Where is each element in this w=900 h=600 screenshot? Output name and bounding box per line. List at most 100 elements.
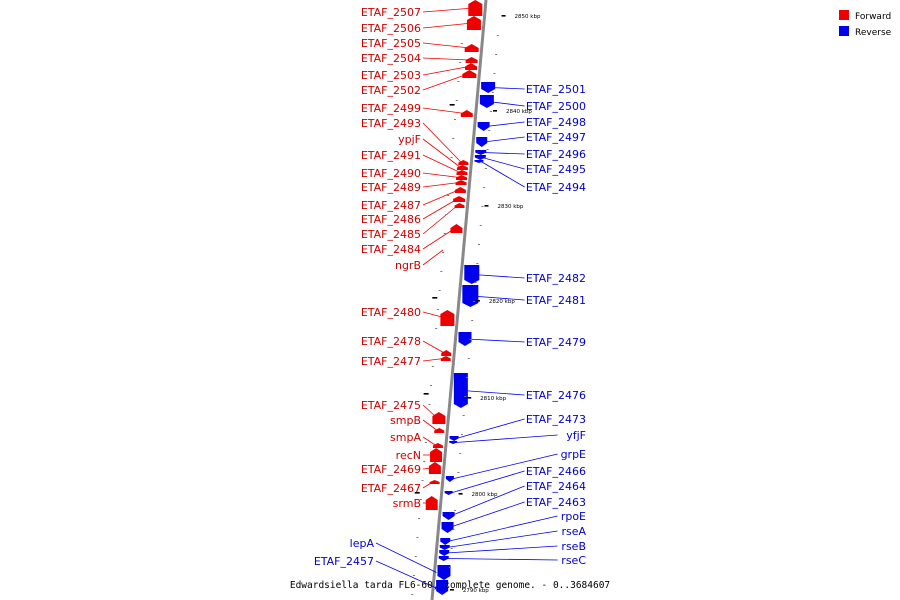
forward-gene-label[interactable]: ETAF_2477 — [361, 355, 421, 368]
forward-gene-label[interactable]: srmB — [393, 497, 421, 510]
forward-gene-label[interactable]: ETAF_2491 — [361, 149, 421, 162]
reverse-gene-feature[interactable] — [458, 332, 472, 346]
forward-gene-label[interactable]: ETAF_2475 — [361, 399, 421, 412]
reverse-gene-label[interactable]: ETAF_2473 — [526, 413, 586, 426]
forward-gene-label[interactable]: ETAF_2503 — [361, 69, 421, 82]
forward-gene-label[interactable]: ETAF_2499 — [361, 102, 421, 115]
reverse-gene-label[interactable]: ETAF_2464 — [526, 480, 586, 493]
forward-gene-label[interactable]: ypjF — [398, 133, 421, 146]
reverse-gene-label[interactable]: ETAF_2481 — [526, 294, 586, 307]
reverse-gene-label[interactable]: ETAF_2466 — [526, 465, 586, 478]
reverse-gene-label[interactable]: ETAF_2482 — [526, 272, 586, 285]
reverse-gene-label[interactable]: ETAF_2498 — [526, 116, 586, 129]
reverse-gene-feature[interactable] — [475, 150, 487, 155]
reverse-gene-feature[interactable] — [439, 550, 450, 556]
forward-gene-feature[interactable] — [440, 310, 455, 326]
forward-gene-label[interactable]: smpA — [390, 431, 421, 444]
forward-gene-feature[interactable] — [425, 496, 438, 510]
reverse-gene-label[interactable]: ETAF_2457 — [314, 555, 374, 568]
forward-gene-feature[interactable] — [468, 0, 483, 16]
forward-gene-feature[interactable] — [430, 448, 443, 462]
forward-gene-label[interactable]: ETAF_2480 — [361, 306, 421, 319]
reverse-gene-label[interactable]: rpoE — [561, 510, 586, 523]
reverse-gene-label[interactable]: rseB — [561, 540, 586, 553]
forward-gene-feature[interactable] — [432, 412, 446, 424]
forward-gene-feature[interactable] — [450, 224, 463, 233]
reverse-gene-feature[interactable] — [462, 285, 479, 307]
forward-gene-label[interactable]: ETAF_2490 — [361, 167, 421, 180]
reverse-gene-feature[interactable] — [453, 373, 468, 408]
reverse-gene-feature[interactable] — [444, 491, 453, 495]
reverse-gene-feature[interactable] — [481, 82, 496, 93]
reverse-gene-feature[interactable] — [436, 580, 449, 595]
reverse-gene-feature[interactable] — [440, 538, 451, 545]
reverse-gene-feature[interactable] — [474, 155, 486, 160]
forward-gene-feature[interactable] — [456, 170, 468, 175]
forward-gene-feature[interactable] — [458, 160, 469, 165]
forward-gene-feature[interactable] — [432, 443, 443, 448]
forward-gene-label[interactable]: ETAF_2505 — [361, 37, 421, 50]
reverse-gene-label[interactable]: ETAF_2463 — [526, 496, 586, 509]
reverse-gene-label[interactable]: grpE — [561, 448, 586, 461]
reverse-gene-feature[interactable] — [474, 160, 484, 163]
reverse-gene-feature[interactable] — [476, 137, 488, 147]
reverse-gene-feature[interactable] — [479, 95, 494, 108]
forward-gene-label[interactable]: ETAF_2469 — [361, 463, 421, 476]
reverse-gene-feature[interactable] — [445, 476, 454, 482]
forward-gene-label[interactable]: ETAF_2506 — [361, 22, 421, 35]
reverse-gene-label[interactable]: ETAF_2494 — [526, 181, 586, 194]
forward-gene-label[interactable]: ETAF_2507 — [361, 6, 421, 19]
forward-gene-feature[interactable] — [460, 110, 473, 117]
forward-gene-feature[interactable] — [440, 356, 451, 361]
reverse-gene-label[interactable]: rseA — [561, 525, 586, 538]
reverse-gene-label[interactable]: ETAF_2500 — [526, 100, 586, 113]
forward-gene-feature[interactable] — [462, 70, 477, 78]
reverse-gene-label[interactable]: ETAF_2497 — [526, 131, 586, 144]
forward-gene-feature[interactable] — [429, 480, 440, 484]
forward-gene-label[interactable]: ETAF_2489 — [361, 181, 421, 194]
forward-gene-label[interactable]: ETAF_2484 — [361, 243, 421, 256]
reverse-gene-label[interactable]: lepA — [350, 537, 375, 550]
reverse-gene-label[interactable]: ETAF_2501 — [526, 83, 586, 96]
reverse-gene-feature[interactable] — [442, 512, 455, 520]
reverse-gene-feature[interactable] — [477, 122, 490, 131]
reverse-gene-label[interactable]: ETAF_2476 — [526, 389, 586, 402]
forward-gene-feature[interactable] — [453, 196, 466, 202]
forward-gene-label[interactable]: ETAF_2502 — [361, 84, 421, 97]
reverse-gene-label[interactable]: ETAF_2495 — [526, 163, 586, 176]
minor-tick — [462, 415, 465, 416]
forward-gene-feature[interactable] — [441, 350, 452, 356]
forward-gene-feature[interactable] — [455, 180, 467, 185]
forward-gene-feature[interactable] — [464, 44, 479, 52]
forward-gene-feature[interactable] — [454, 203, 465, 208]
forward-gene-feature[interactable] — [456, 175, 468, 180]
forward-gene-feature[interactable] — [434, 428, 445, 433]
reverse-gene-label[interactable]: ETAF_2496 — [526, 148, 586, 161]
reverse-gene-feature[interactable] — [437, 565, 451, 580]
forward-gene-label[interactable]: ETAF_2486 — [361, 213, 421, 226]
reverse-gene-label[interactable]: rseC — [561, 554, 586, 567]
forward-gene-label[interactable]: ETAF_2487 — [361, 199, 421, 212]
reverse-gene-feature[interactable] — [441, 522, 454, 533]
reverse-gene-feature[interactable] — [438, 556, 449, 561]
forward-gene-feature[interactable] — [454, 187, 466, 193]
forward-gene-label[interactable]: smpB — [390, 414, 421, 427]
reverse-gene-feature[interactable] — [449, 441, 458, 444]
forward-gene-label[interactable]: ETAF_2504 — [361, 52, 421, 65]
reverse-gene-feature[interactable] — [439, 545, 450, 550]
forward-gene-label[interactable]: ETAF_2478 — [361, 335, 421, 348]
reverse-gene-label[interactable]: yfjF — [566, 429, 586, 442]
forward-gene-label[interactable]: ETAF_2493 — [361, 117, 421, 130]
forward-gene-label[interactable]: ngrB — [395, 259, 421, 272]
forward-gene-feature[interactable] — [466, 16, 481, 30]
reverse-gene-feature[interactable] — [464, 265, 480, 284]
forward-gene-feature[interactable] — [465, 57, 478, 63]
forward-gene-feature[interactable] — [465, 63, 478, 70]
reverse-gene-label[interactable]: ETAF_2479 — [526, 336, 586, 349]
reverse-gene-feature[interactable] — [449, 436, 459, 441]
forward-gene-feature[interactable] — [456, 165, 468, 170]
forward-gene-label[interactable]: ETAF_2467 — [361, 482, 421, 495]
forward-gene-label[interactable]: ETAF_2485 — [361, 228, 421, 241]
forward-gene-label[interactable]: recN — [396, 449, 421, 462]
forward-gene-feature[interactable] — [428, 462, 441, 474]
